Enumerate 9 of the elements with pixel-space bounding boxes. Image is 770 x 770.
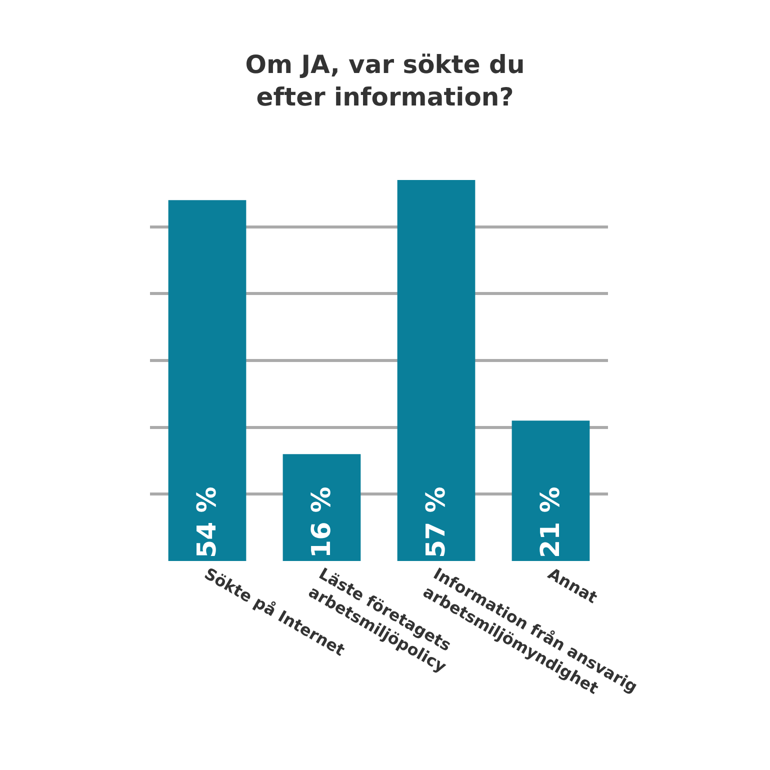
data-label: 57 % [421,486,452,558]
bar [282,454,361,561]
bar [512,420,590,561]
data-label: 54 % [192,486,222,558]
bar [168,200,246,561]
chart-title: Om JA, var sökte du efter information? [245,50,525,112]
data-label: 16 % [306,486,337,558]
data-label: 21 % [536,486,566,558]
bar [397,180,476,561]
